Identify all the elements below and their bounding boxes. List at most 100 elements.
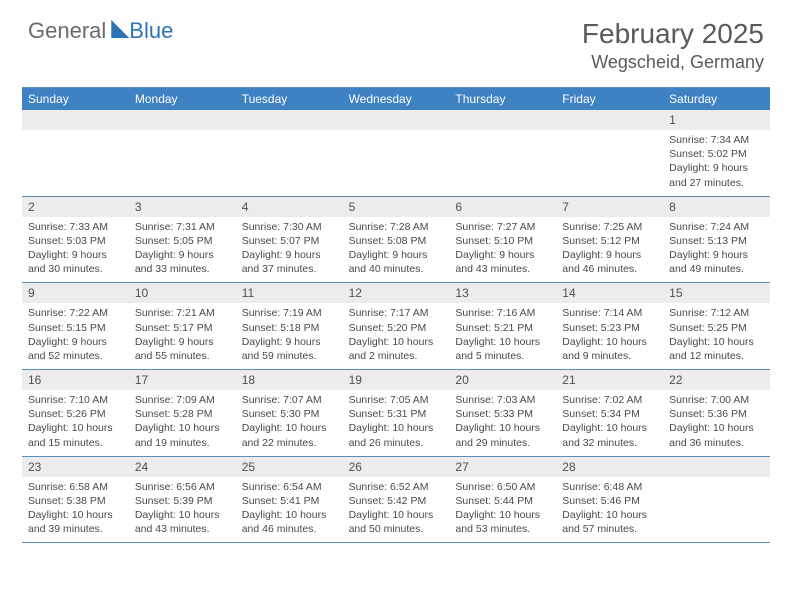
page-header: General Blue February 2025 Wegscheid, Ge… xyxy=(0,0,792,81)
daylight-text-1: Daylight: 10 hours xyxy=(28,508,123,522)
day-number: 19 xyxy=(343,370,450,390)
sunset-text: Sunset: 5:39 PM xyxy=(135,494,230,508)
sunrise-text: Sunrise: 7:12 AM xyxy=(669,306,764,320)
sunset-text: Sunset: 5:08 PM xyxy=(349,234,444,248)
day-details xyxy=(449,130,556,139)
daylight-text-2: and 2 minutes. xyxy=(349,349,444,363)
daylight-text-2: and 49 minutes. xyxy=(669,262,764,276)
calendar-day: 28Sunrise: 6:48 AMSunset: 5:46 PMDayligh… xyxy=(556,457,663,543)
calendar-day: 16Sunrise: 7:10 AMSunset: 5:26 PMDayligh… xyxy=(22,370,129,456)
day-number: 21 xyxy=(556,370,663,390)
daylight-text-1: Daylight: 9 hours xyxy=(669,161,764,175)
daylight-text-2: and 30 minutes. xyxy=(28,262,123,276)
calendar-day: 2Sunrise: 7:33 AMSunset: 5:03 PMDaylight… xyxy=(22,197,129,283)
calendar-day: 25Sunrise: 6:54 AMSunset: 5:41 PMDayligh… xyxy=(236,457,343,543)
title-block: February 2025 Wegscheid, Germany xyxy=(582,18,764,73)
sunrise-text: Sunrise: 7:28 AM xyxy=(349,220,444,234)
daylight-text-1: Daylight: 9 hours xyxy=(135,248,230,262)
calendar-day xyxy=(449,110,556,196)
sunrise-text: Sunrise: 7:34 AM xyxy=(669,133,764,147)
day-details: Sunrise: 6:58 AMSunset: 5:38 PMDaylight:… xyxy=(22,477,129,543)
sunset-text: Sunset: 5:07 PM xyxy=(242,234,337,248)
daylight-text-1: Daylight: 10 hours xyxy=(455,335,550,349)
sunrise-text: Sunrise: 7:07 AM xyxy=(242,393,337,407)
day-details: Sunrise: 7:22 AMSunset: 5:15 PMDaylight:… xyxy=(22,303,129,369)
weekday-header: Wednesday xyxy=(343,88,450,110)
day-details: Sunrise: 7:00 AMSunset: 5:36 PMDaylight:… xyxy=(663,390,770,456)
calendar-day: 6Sunrise: 7:27 AMSunset: 5:10 PMDaylight… xyxy=(449,197,556,283)
day-number: 23 xyxy=(22,457,129,477)
daylight-text-1: Daylight: 10 hours xyxy=(135,421,230,435)
day-number xyxy=(449,110,556,130)
calendar-day: 26Sunrise: 6:52 AMSunset: 5:42 PMDayligh… xyxy=(343,457,450,543)
day-details: Sunrise: 6:50 AMSunset: 5:44 PMDaylight:… xyxy=(449,477,556,543)
daylight-text-1: Daylight: 10 hours xyxy=(349,421,444,435)
day-details: Sunrise: 7:24 AMSunset: 5:13 PMDaylight:… xyxy=(663,217,770,283)
daylight-text-2: and 36 minutes. xyxy=(669,436,764,450)
day-number: 7 xyxy=(556,197,663,217)
daylight-text-1: Daylight: 9 hours xyxy=(349,248,444,262)
day-details xyxy=(236,130,343,139)
daylight-text-1: Daylight: 9 hours xyxy=(242,335,337,349)
sunset-text: Sunset: 5:02 PM xyxy=(669,147,764,161)
daylight-text-1: Daylight: 10 hours xyxy=(349,335,444,349)
daylight-text-1: Daylight: 9 hours xyxy=(242,248,337,262)
sunset-text: Sunset: 5:31 PM xyxy=(349,407,444,421)
weekday-header: Sunday xyxy=(22,88,129,110)
daylight-text-1: Daylight: 10 hours xyxy=(562,335,657,349)
daylight-text-2: and 32 minutes. xyxy=(562,436,657,450)
calendar-day: 5Sunrise: 7:28 AMSunset: 5:08 PMDaylight… xyxy=(343,197,450,283)
sunset-text: Sunset: 5:18 PM xyxy=(242,321,337,335)
day-details: Sunrise: 6:56 AMSunset: 5:39 PMDaylight:… xyxy=(129,477,236,543)
day-number: 17 xyxy=(129,370,236,390)
sunset-text: Sunset: 5:05 PM xyxy=(135,234,230,248)
day-details: Sunrise: 7:28 AMSunset: 5:08 PMDaylight:… xyxy=(343,217,450,283)
calendar-day xyxy=(556,110,663,196)
sunset-text: Sunset: 5:12 PM xyxy=(562,234,657,248)
sunrise-text: Sunrise: 6:58 AM xyxy=(28,480,123,494)
day-number: 27 xyxy=(449,457,556,477)
calendar-day: 21Sunrise: 7:02 AMSunset: 5:34 PMDayligh… xyxy=(556,370,663,456)
day-details: Sunrise: 7:10 AMSunset: 5:26 PMDaylight:… xyxy=(22,390,129,456)
day-details: Sunrise: 7:09 AMSunset: 5:28 PMDaylight:… xyxy=(129,390,236,456)
day-number: 4 xyxy=(236,197,343,217)
month-title: February 2025 xyxy=(582,18,764,50)
sunset-text: Sunset: 5:46 PM xyxy=(562,494,657,508)
daylight-text-2: and 55 minutes. xyxy=(135,349,230,363)
sunrise-text: Sunrise: 7:30 AM xyxy=(242,220,337,234)
daylight-text-2: and 9 minutes. xyxy=(562,349,657,363)
daylight-text-2: and 50 minutes. xyxy=(349,522,444,536)
sail-icon xyxy=(111,20,129,38)
day-details xyxy=(556,130,663,139)
calendar-day xyxy=(663,457,770,543)
daylight-text-1: Daylight: 10 hours xyxy=(349,508,444,522)
day-number: 18 xyxy=(236,370,343,390)
daylight-text-2: and 59 minutes. xyxy=(242,349,337,363)
daylight-text-2: and 43 minutes. xyxy=(455,262,550,276)
daylight-text-2: and 37 minutes. xyxy=(242,262,337,276)
day-number: 16 xyxy=(22,370,129,390)
day-number xyxy=(663,457,770,477)
daylight-text-1: Daylight: 10 hours xyxy=(242,421,337,435)
calendar-day: 11Sunrise: 7:19 AMSunset: 5:18 PMDayligh… xyxy=(236,283,343,369)
sunset-text: Sunset: 5:33 PM xyxy=(455,407,550,421)
daylight-text-1: Daylight: 9 hours xyxy=(135,335,230,349)
calendar-day: 18Sunrise: 7:07 AMSunset: 5:30 PMDayligh… xyxy=(236,370,343,456)
sunset-text: Sunset: 5:13 PM xyxy=(669,234,764,248)
calendar-day: 8Sunrise: 7:24 AMSunset: 5:13 PMDaylight… xyxy=(663,197,770,283)
sunset-text: Sunset: 5:38 PM xyxy=(28,494,123,508)
daylight-text-2: and 52 minutes. xyxy=(28,349,123,363)
sunset-text: Sunset: 5:20 PM xyxy=(349,321,444,335)
day-details: Sunrise: 7:17 AMSunset: 5:20 PMDaylight:… xyxy=(343,303,450,369)
day-details xyxy=(663,477,770,486)
sunset-text: Sunset: 5:42 PM xyxy=(349,494,444,508)
day-details: Sunrise: 7:34 AMSunset: 5:02 PMDaylight:… xyxy=(663,130,770,196)
sunrise-text: Sunrise: 7:05 AM xyxy=(349,393,444,407)
day-details: Sunrise: 7:21 AMSunset: 5:17 PMDaylight:… xyxy=(129,303,236,369)
weekday-header: Thursday xyxy=(449,88,556,110)
sunrise-text: Sunrise: 7:25 AM xyxy=(562,220,657,234)
daylight-text-2: and 15 minutes. xyxy=(28,436,123,450)
daylight-text-2: and 43 minutes. xyxy=(135,522,230,536)
day-number: 28 xyxy=(556,457,663,477)
sunset-text: Sunset: 5:36 PM xyxy=(669,407,764,421)
